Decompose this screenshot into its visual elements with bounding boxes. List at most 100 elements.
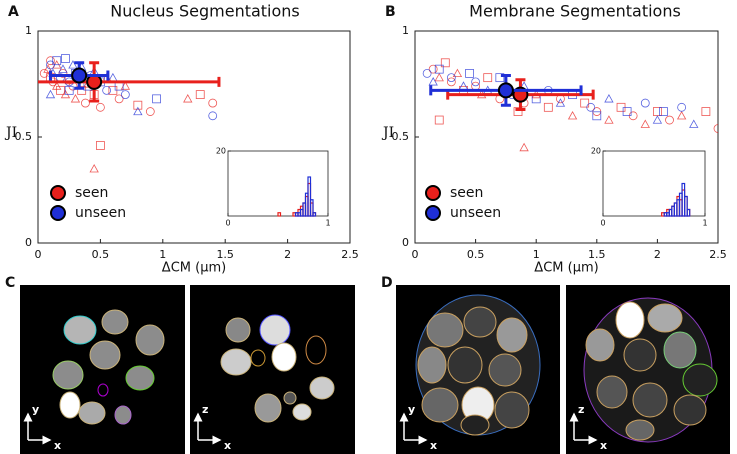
point — [689, 119, 699, 128]
x-tick-label: 1 — [533, 248, 540, 261]
point — [701, 107, 711, 116]
point — [56, 85, 65, 95]
point — [61, 54, 70, 63]
y-axis-label: JI — [381, 125, 394, 141]
point — [622, 107, 632, 116]
legend-marker — [425, 205, 441, 221]
point — [640, 98, 650, 108]
point — [555, 98, 566, 107]
point — [102, 85, 112, 95]
image-d — [396, 285, 730, 454]
point — [68, 60, 78, 69]
point — [208, 111, 218, 121]
legend-label: seen — [75, 185, 108, 201]
panel-label: A — [8, 4, 19, 20]
point — [452, 68, 463, 77]
panel-label: C — [5, 275, 15, 291]
point — [422, 69, 432, 78]
inset-x-tick-label: 1 — [702, 219, 707, 228]
inset-x-tick-label: 0 — [225, 219, 230, 228]
hist-bar — [686, 208, 691, 217]
point — [465, 69, 474, 78]
point — [543, 102, 553, 112]
point — [677, 102, 687, 112]
point — [604, 94, 614, 103]
x-tick-label: 0.5 — [467, 248, 485, 261]
axis-name: z — [202, 403, 208, 416]
axis-name: y — [32, 403, 39, 416]
y-tick-label: 0.5 — [15, 130, 33, 143]
point — [195, 90, 205, 99]
panel-label: D — [381, 275, 393, 291]
point — [52, 56, 62, 66]
point — [446, 73, 456, 83]
point — [81, 98, 90, 108]
point — [52, 81, 62, 90]
point — [567, 110, 578, 120]
point — [604, 115, 614, 124]
point — [652, 115, 663, 124]
hist-bar — [307, 176, 312, 217]
hist-bar — [312, 212, 317, 217]
point — [659, 107, 668, 116]
legend-label: seen — [450, 185, 483, 201]
point — [434, 64, 444, 74]
x-tick-label: 0.5 — [92, 248, 110, 261]
mean-point — [71, 67, 88, 84]
x-axis-label: ΔCM (µm) — [162, 261, 226, 276]
point — [458, 81, 469, 90]
point — [120, 90, 130, 99]
point — [133, 106, 143, 116]
axis-name: z — [578, 403, 584, 416]
point — [114, 94, 124, 104]
plot-area — [38, 54, 221, 173]
axis-name: x — [430, 439, 437, 452]
point — [471, 77, 481, 87]
point — [133, 100, 143, 110]
point — [495, 73, 505, 83]
x-tick-label: 2 — [284, 248, 291, 261]
point — [483, 73, 493, 83]
chart-title: Nucleus Segmentations — [110, 2, 300, 21]
x-tick-label: 1 — [159, 248, 166, 261]
point — [665, 115, 674, 125]
x-tick-label: 2.5 — [709, 248, 727, 261]
inset-y-tick-label: 20 — [591, 147, 601, 156]
inset-y-tick-label: 20 — [216, 147, 226, 156]
point — [96, 141, 105, 150]
inset-frame — [227, 150, 329, 217]
x-tick-label: 1.5 — [216, 248, 234, 261]
point — [513, 107, 523, 116]
axis-name: x — [224, 439, 231, 452]
legend-marker — [50, 185, 66, 201]
point — [653, 107, 662, 116]
axis-name: y — [408, 403, 415, 416]
y-tick-label: 1 — [402, 24, 409, 37]
point — [428, 64, 438, 74]
inset-frame — [602, 150, 706, 217]
point — [592, 111, 602, 121]
chart-title: Membrane Segmentations — [469, 2, 681, 21]
x-tick-label: 0 — [412, 248, 419, 261]
point — [70, 94, 81, 103]
hist-bar — [277, 212, 282, 217]
x-axis-label: ΔCM (µm) — [534, 261, 598, 276]
point — [434, 115, 444, 125]
point — [428, 77, 438, 86]
x-tick-label: 1.5 — [588, 248, 606, 261]
point — [640, 119, 650, 128]
image-c — [20, 285, 355, 454]
inset-x-tick-label: 0 — [600, 219, 605, 228]
point — [676, 110, 687, 120]
plot-area — [422, 58, 718, 152]
point — [152, 94, 161, 104]
point — [446, 77, 456, 87]
point — [586, 102, 596, 112]
y-tick-label: 1 — [25, 24, 32, 37]
y-axis-label: JI — [4, 125, 17, 141]
mean-point — [497, 82, 514, 99]
point — [45, 89, 56, 99]
hist-bar — [309, 199, 314, 217]
x-tick-label: 0 — [35, 248, 42, 261]
y-tick-label: 0 — [402, 236, 409, 249]
